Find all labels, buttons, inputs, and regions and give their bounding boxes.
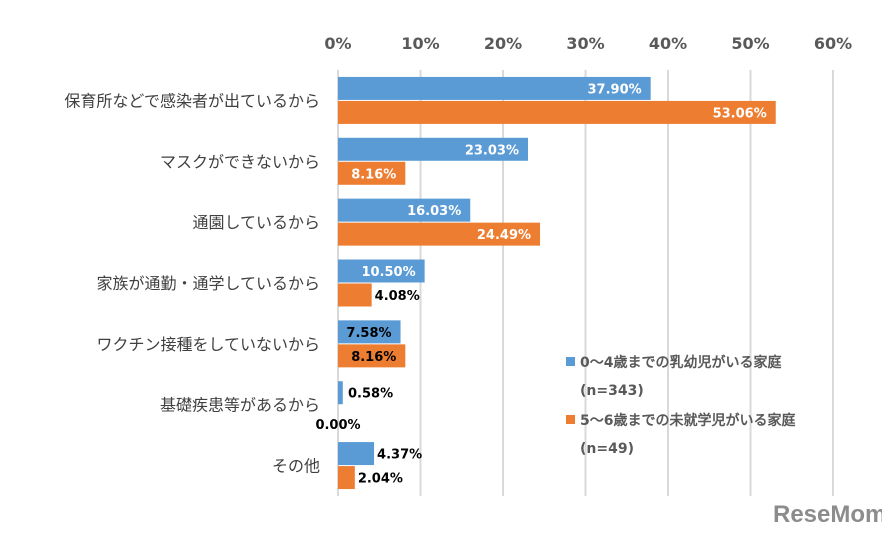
bar-series2	[338, 100, 776, 124]
data-label: 4.37%	[377, 448, 422, 463]
x-tick-label: 0%	[324, 34, 351, 53]
x-tick-label: 50%	[731, 34, 769, 53]
data-label: 16.03%	[407, 204, 461, 219]
data-label: 8.16%	[351, 350, 396, 365]
x-tick-label: 30%	[566, 34, 604, 53]
x-tick-label: 40%	[649, 34, 687, 53]
legend-label: 0〜4歳までの乳幼児がいる家庭	[580, 354, 782, 371]
bar-series2	[338, 283, 372, 307]
category-label: 保育所などで感染者が出ているから	[64, 91, 320, 110]
data-label: 37.90%	[588, 82, 642, 97]
bar-series1	[338, 381, 343, 405]
data-label: 7.58%	[346, 326, 391, 341]
data-label: 2.04%	[358, 472, 403, 487]
data-label: 0.00%	[315, 418, 360, 433]
bar-series2	[338, 161, 406, 185]
category-label: マスクができないから	[160, 152, 320, 171]
bar-series1	[338, 137, 528, 161]
resemom-logo: ReseMom	[773, 501, 882, 528]
data-label: 53.06%	[713, 106, 767, 121]
category-label: その他	[272, 457, 320, 476]
category-label: 基礎疾患等があるから	[160, 396, 320, 415]
x-tick-label: 20%	[484, 34, 522, 53]
bar-series1	[338, 320, 401, 344]
x-tick-label: 10%	[401, 34, 439, 53]
bar-series1	[338, 442, 375, 466]
category-label: ワクチン接種をしていないから	[96, 335, 320, 354]
legend-swatch	[566, 357, 575, 366]
legend-label: 5〜6歳までの未就学児がいる家庭	[580, 412, 796, 429]
data-label: 0.58%	[348, 387, 393, 402]
bar-series2	[338, 222, 541, 246]
data-label: 10.50%	[361, 265, 415, 280]
legend-label-sample-size: (n=343)	[580, 383, 644, 399]
bar-series1	[338, 76, 651, 100]
data-label: 4.08%	[375, 289, 420, 304]
bar-series1	[338, 198, 471, 222]
bar-series2	[338, 466, 355, 490]
category-label: 通園しているから	[192, 213, 320, 232]
legend-label-sample-size: (n=49)	[580, 441, 634, 457]
data-label: 8.16%	[351, 167, 396, 182]
category-label: 家族が通勤・通学しているから	[96, 274, 320, 293]
legend-swatch	[566, 415, 575, 424]
x-tick-label: 60%	[814, 34, 852, 53]
data-label: 24.49%	[477, 228, 531, 243]
bar-series2	[338, 344, 406, 368]
data-label: 23.03%	[465, 143, 519, 158]
bar-series1	[338, 259, 425, 283]
